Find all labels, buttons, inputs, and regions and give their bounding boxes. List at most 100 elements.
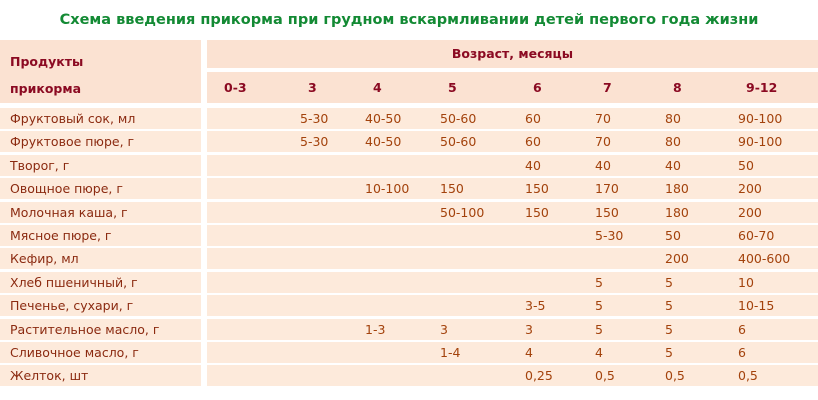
value-cell: 60-70 — [738, 228, 775, 243]
products-header: Продукты прикорма — [0, 40, 201, 103]
value-cell: 200 — [738, 204, 762, 220]
value-cell: 180 — [665, 181, 689, 197]
values-cell-group: 50-100 150 150 180 200 — [207, 201, 818, 223]
value-cell: 40 — [595, 157, 611, 173]
value-cell: 5-30 — [595, 228, 624, 243]
table-row: Фруктовое пюре, г 5-30 40-50 50-60 60 70 80 90-… — [0, 131, 818, 153]
age-column-header: 3 — [308, 80, 317, 95]
age-column-header: 0-3 — [224, 80, 247, 95]
value-cell: 6 — [738, 321, 746, 337]
product-name: Фруктовое пюре, г — [10, 134, 135, 150]
product-cell: Фруктовый сок, мл — [0, 108, 201, 129]
product-cell: Овощное пюре, г — [0, 178, 201, 200]
values-cell-group: 5 5 10 — [207, 271, 818, 293]
value-cell: 5-30 — [300, 111, 329, 126]
age-header: Возраст, месяцы — [207, 40, 818, 68]
value-cell: 200 — [738, 181, 762, 197]
value-cell: 5 — [595, 274, 603, 290]
product-name: Желток, шт — [10, 368, 89, 384]
value-cell: 0,5 — [738, 368, 758, 384]
age-column-header: 8 — [673, 80, 682, 95]
value-cell: 60 — [525, 111, 541, 126]
value-cell: 3 — [525, 321, 533, 337]
age-column-header: 6 — [533, 80, 542, 95]
value-cell: 40 — [525, 157, 541, 173]
table-row: Творог, г 40 40 40 50 — [0, 154, 818, 176]
value-cell: 10 — [738, 274, 754, 290]
value-cell: 180 — [665, 204, 689, 220]
value-cell: 4 — [595, 345, 603, 360]
value-cell: 80 — [665, 111, 681, 126]
values-cell-group: 1-4 4 4 5 6 — [207, 342, 818, 363]
value-cell: 10-100 — [365, 181, 410, 197]
value-cell: 0,5 — [595, 368, 615, 384]
products-header-line2: прикорма — [10, 81, 82, 96]
page-title: Схема введения прикорма при грудном вска… — [59, 12, 759, 28]
product-name: Фруктовый сок, мл — [10, 111, 136, 126]
values-cell-group: 5-30 40-50 50-60 60 70 80 90-100 — [207, 108, 818, 129]
value-cell: 5 — [595, 321, 603, 337]
table-row: Овощное пюре, г 10-100 150 150 170 180 200 — [0, 178, 818, 200]
table-row: Кефир, мл 200 400-600 — [0, 248, 818, 270]
values-cell-group: 5-30 50 60-70 — [207, 225, 818, 246]
value-cell: 400-600 — [738, 251, 791, 267]
table-row: Сливочное масло, г 1-4 4 4 5 6 — [0, 342, 818, 363]
table-row: Желток, шт 0,25 0,5 0,5 0,5 — [0, 365, 818, 387]
product-name: Кефир, мл — [10, 251, 79, 267]
values-cell-group: 40 40 40 50 — [207, 154, 818, 176]
value-cell: 50-100 — [440, 204, 485, 220]
product-cell: Растительное масло, г — [0, 318, 201, 340]
product-cell: Фруктовое пюре, г — [0, 131, 201, 153]
age-columns-header: 0-3 3 4 5 6 7 8 9-12 — [207, 72, 818, 103]
values-cell-group: 10-100 150 150 170 180 200 — [207, 178, 818, 200]
value-cell: 70 — [595, 111, 611, 126]
value-cell: 40-50 — [365, 134, 402, 150]
value-cell: 150 — [440, 181, 464, 197]
value-cell: 80 — [665, 134, 681, 150]
value-cell: 50-60 — [440, 111, 477, 126]
value-cell: 5-30 — [300, 134, 329, 150]
product-name: Творог, г — [10, 157, 70, 173]
product-cell: Кефир, мл — [0, 248, 201, 270]
product-cell: Мясное пюре, г — [0, 225, 201, 246]
product-name: Мясное пюре, г — [10, 228, 112, 243]
value-cell: 0,5 — [665, 368, 685, 384]
value-cell: 5 — [665, 274, 673, 290]
value-cell: 4 — [525, 345, 533, 360]
products-header-line1: Продукты — [10, 54, 84, 69]
age-column-header: 4 — [373, 80, 382, 95]
value-cell: 10-15 — [738, 298, 775, 314]
value-cell: 40 — [665, 157, 681, 173]
age-column-header: 7 — [603, 80, 612, 95]
product-cell: Сливочное масло, г — [0, 342, 201, 363]
values-cell-group: 0,25 0,5 0,5 0,5 — [207, 365, 818, 387]
value-cell: 150 — [525, 204, 549, 220]
product-name: Хлеб пшеничный, г — [10, 274, 138, 290]
value-cell: 6 — [738, 345, 746, 360]
table-row: Мясное пюре, г 5-30 50 60-70 — [0, 225, 818, 246]
values-cell-group: 3-5 5 5 10-15 — [207, 295, 818, 317]
age-column-header: 9-12 — [746, 80, 778, 95]
product-cell: Хлеб пшеничный, г — [0, 271, 201, 293]
age-column-header: 5 — [448, 80, 457, 95]
value-cell: 150 — [525, 181, 549, 197]
value-cell: 1-3 — [365, 321, 386, 337]
product-cell: Печенье, сухари, г — [0, 295, 201, 317]
value-cell: 70 — [595, 134, 611, 150]
value-cell: 90-100 — [738, 111, 783, 126]
value-cell: 5 — [665, 321, 673, 337]
product-name: Молочная каша, г — [10, 204, 128, 220]
value-cell: 5 — [665, 345, 673, 360]
value-cell: 3-5 — [525, 298, 546, 314]
product-cell: Желток, шт — [0, 365, 201, 387]
values-cell-group: 1-3 3 3 5 5 6 — [207, 318, 818, 340]
value-cell: 5 — [595, 298, 603, 314]
value-cell: 90-100 — [738, 134, 783, 150]
value-cell: 5 — [665, 298, 673, 314]
table-row: Печенье, сухари, г 3-5 5 5 10-15 — [0, 295, 818, 317]
product-cell: Молочная каша, г — [0, 201, 201, 223]
product-cell: Творог, г — [0, 154, 201, 176]
value-cell: 150 — [595, 204, 619, 220]
table-row: Молочная каша, г 50-100 150 150 180 200 — [0, 201, 818, 223]
value-cell: 0,25 — [525, 368, 553, 384]
